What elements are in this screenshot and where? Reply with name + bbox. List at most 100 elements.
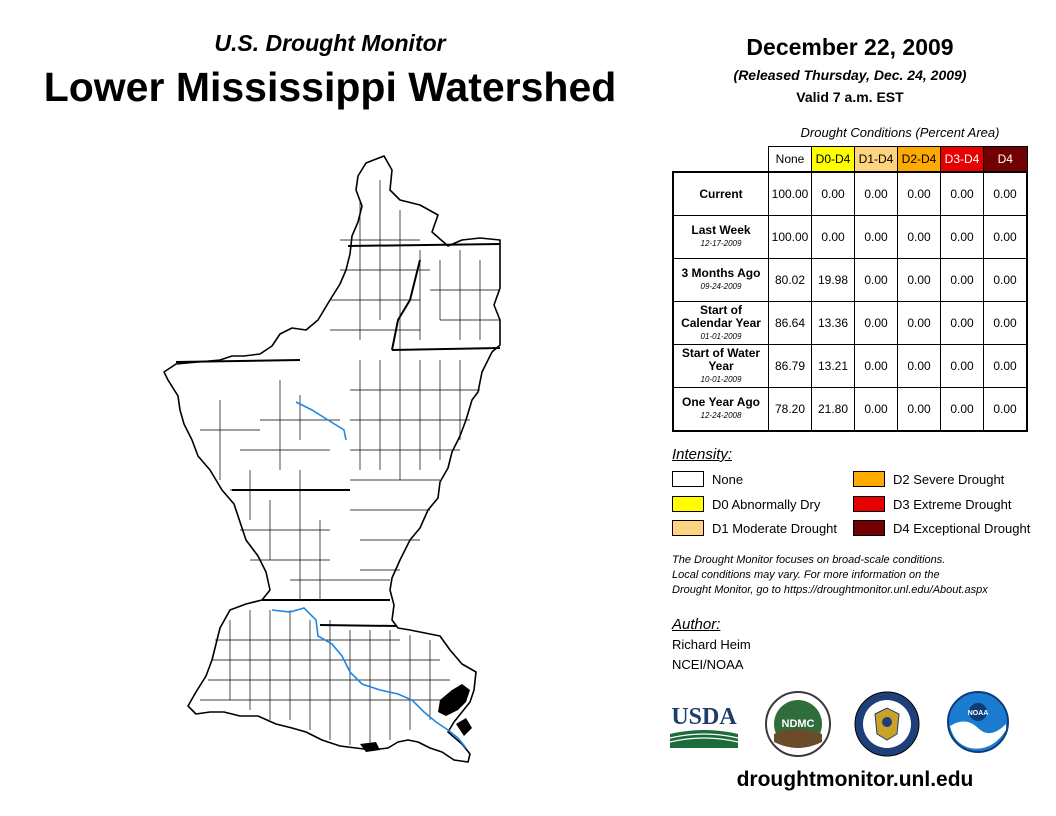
legend-swatch-d2 (853, 471, 885, 487)
table-cell: 13.36 (811, 301, 855, 345)
state-borders (175, 243, 501, 627)
map-date: December 22, 2009 (746, 34, 954, 60)
row-label-text: Current (699, 186, 743, 201)
column-header-d1-d4: D1-D4 (854, 146, 898, 173)
usda-logo: USDA (669, 704, 739, 748)
legend-label-none: None (712, 471, 744, 487)
table-cell: 0.00 (983, 301, 1028, 345)
county-regions (163, 155, 501, 763)
table-cell: 0.00 (854, 215, 898, 259)
table-cell: 13.21 (811, 344, 855, 388)
legend-swatch-d3 (853, 496, 885, 512)
map-subtitle: U.S. Drought Monitor (214, 30, 446, 56)
table-cell: 86.64 (768, 301, 812, 345)
column-header-d3-d4: D3-D4 (940, 146, 984, 173)
noaa-logo-text: NOAA (968, 710, 989, 717)
table-row: Start of Water Year 10-01-2009 86.79 13.21 0… (672, 344, 1028, 388)
author-label: Author: (672, 616, 721, 633)
column-header-d4: D4 (983, 146, 1028, 173)
row-date: 09-24-2009 (700, 282, 742, 291)
table-cell: 0.00 (983, 258, 1028, 302)
table-cell: 0.00 (811, 171, 855, 216)
table-row: 3 Months Ago 09-24-2009 80.02 19.98 0.00 0.00… (672, 258, 1028, 302)
author-name: Richard Heim (672, 637, 751, 652)
table-cell: 100.00 (768, 171, 812, 216)
legend-item-d3: D3 Extreme Drought (853, 496, 1012, 512)
row-label-text: Start of Water Year (681, 345, 761, 373)
legend-swatch-d4 (853, 520, 885, 536)
table-cell: 0.00 (940, 215, 984, 259)
table-cell: 0.00 (897, 301, 941, 345)
row-label-text: Start of Calendar Year (681, 302, 761, 330)
table-cell: 0.00 (897, 344, 941, 388)
table-cell: 0.00 (854, 171, 898, 216)
legend-label-d1: D1 Moderate Drought (712, 520, 838, 536)
table-row: Last Week 12-17-2009 100.00 0.00 0.00 0.00 0.0… (672, 215, 1028, 259)
legend-label-d2: D2 Severe Drought (893, 471, 1005, 487)
county-lines (200, 180, 500, 745)
table-row: Start of Calendar Year 01-01-2009 86.64 13.… (672, 301, 1028, 345)
table-cell: 0.00 (940, 387, 984, 432)
table-cell: 0.00 (940, 258, 984, 302)
table-cell: 0.00 (897, 258, 941, 302)
ndmc-logo: NDMC (765, 691, 831, 757)
mississippi-river (271, 401, 467, 749)
legend-item-d1: D1 Moderate Drought (672, 520, 837, 536)
table-header-row: None D0-D4 D1-D4 D2-D4 D3-D4 D4 (673, 146, 1028, 173)
table-cell: 0.00 (983, 387, 1028, 432)
row-label: 3 Months Ago 09-24-2009 (672, 258, 769, 302)
disclaimer-line: Drought Monitor, go to https://droughtmo… (672, 584, 988, 596)
column-header-none: None (768, 146, 812, 173)
legend-item-none: None (672, 471, 743, 487)
legend-label-d4: D4 Exceptional Drought (893, 520, 1031, 536)
table-cell: 0.00 (983, 344, 1028, 388)
row-date: 10-01-2009 (700, 374, 742, 384)
table-cell: 0.00 (854, 258, 898, 302)
table-cell: 86.79 (768, 344, 812, 388)
watershed-map (163, 155, 501, 763)
disclaimer-text: The Drought Monitor focuses on broad-sca… (672, 553, 1052, 598)
legend-swatch-d1 (672, 520, 704, 536)
table-cell: 0.00 (854, 387, 898, 432)
row-label-text: One Year Ago (681, 395, 761, 409)
table-corner (673, 146, 769, 172)
map-title: Lower Mississippi Watershed (43, 64, 617, 110)
table-cell: 78.20 (768, 387, 812, 432)
intensity-legend-title: Intensity: (672, 446, 733, 463)
table-row: One Year Ago 12-24-2008 78.20 21.80 0.00 0.00… (672, 387, 1028, 432)
legend-item-d0: D0 Abnormally Dry (672, 496, 820, 512)
legend-swatch-d0 (672, 496, 704, 512)
column-header-d0-d4: D0-D4 (811, 146, 855, 173)
row-label: One Year Ago 12-24-2008 (672, 387, 769, 432)
valid-time: Valid 7 a.m. EST (796, 89, 904, 105)
table-cell: 0.00 (940, 301, 984, 345)
watershed-outline (163, 155, 501, 763)
row-label: Last Week 12-17-2009 (672, 215, 769, 259)
conditions-caption: Drought Conditions (Percent Area) (800, 125, 1000, 140)
usda-logo-text: USDA (671, 704, 737, 730)
row-label: Start of Calendar Year 01-01-2009 (672, 301, 769, 345)
legend-label-d3: D3 Extreme Drought (893, 496, 1012, 512)
ndmc-logo-text: NDMC (782, 718, 815, 730)
site-url[interactable]: droughtmonitor.unl.edu (736, 768, 974, 791)
table-cell: 0.00 (811, 215, 855, 259)
row-date: 12-24-2008 (700, 411, 742, 420)
table-cell: 0.00 (940, 344, 984, 388)
noaa-logo: NOAA (947, 691, 1009, 753)
commerce-seal-logo (854, 691, 920, 757)
table-cell: 0.00 (940, 171, 984, 216)
row-label: Current (672, 171, 769, 216)
table-cell: 19.98 (811, 258, 855, 302)
table-cell: 0.00 (983, 171, 1028, 216)
table-cell: 100.00 (768, 215, 812, 259)
release-date: (Released Thursday, Dec. 24, 2009) (733, 67, 967, 83)
legend-item-d2: D2 Severe Drought (853, 471, 1004, 487)
delta-marsh (360, 684, 472, 752)
legend-item-d4: D4 Exceptional Drought (853, 520, 1030, 536)
row-date: 12-17-2009 (700, 239, 742, 248)
disclaimer-line: The Drought Monitor focuses on broad-sca… (672, 554, 946, 566)
row-label-text: 3 Months Ago (681, 266, 761, 280)
drought-conditions-table: None D0-D4 D1-D4 D2-D4 D3-D4 D4 Current 100.00… (672, 146, 1028, 432)
row-label-text: Last Week (691, 223, 751, 237)
legend-swatch-none (672, 471, 704, 487)
